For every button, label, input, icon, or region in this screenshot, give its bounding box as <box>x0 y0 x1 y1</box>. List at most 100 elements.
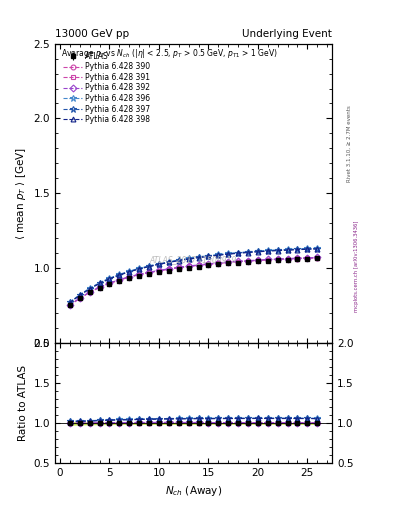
Pythia 6.428 391 <box>137 271 141 278</box>
Pythia 6.428 397 <box>127 268 132 274</box>
Pythia 6.428 396 <box>206 252 211 259</box>
Line: Pythia 6.428 391: Pythia 6.428 391 <box>68 255 320 307</box>
Pythia 6.428 390 <box>77 295 82 302</box>
Legend: ATLAS, Pythia 6.428 390, Pythia 6.428 391, Pythia 6.428 392, Pythia 6.428 396, P: ATLAS, Pythia 6.428 390, Pythia 6.428 39… <box>62 50 152 125</box>
Pythia 6.428 397 <box>97 280 102 286</box>
Pythia 6.428 397 <box>137 266 141 272</box>
Pythia 6.428 390 <box>137 272 141 278</box>
Pythia 6.428 392 <box>68 302 72 308</box>
Line: Pythia 6.428 390: Pythia 6.428 390 <box>68 255 320 308</box>
Pythia 6.428 392 <box>196 262 201 268</box>
Pythia 6.428 390 <box>295 255 300 262</box>
Pythia 6.428 391 <box>147 269 151 275</box>
Pythia 6.428 398 <box>295 247 300 253</box>
Pythia 6.428 398 <box>305 246 310 252</box>
Pythia 6.428 396 <box>305 245 310 251</box>
Pythia 6.428 390 <box>156 268 161 274</box>
Pythia 6.428 392 <box>305 254 310 261</box>
Pythia 6.428 391 <box>77 295 82 302</box>
Line: Pythia 6.428 392: Pythia 6.428 392 <box>68 255 320 307</box>
Pythia 6.428 390 <box>167 266 171 272</box>
Pythia 6.428 398 <box>246 249 250 255</box>
Pythia 6.428 396 <box>255 248 260 254</box>
Pythia 6.428 392 <box>275 256 280 262</box>
Pythia 6.428 398 <box>68 300 72 306</box>
Pythia 6.428 398 <box>206 253 211 260</box>
Text: mcplots.cern.ch [arXiv:1306.3436]: mcplots.cern.ch [arXiv:1306.3436] <box>354 221 359 312</box>
Pythia 6.428 392 <box>216 260 220 266</box>
Pythia 6.428 396 <box>265 247 270 253</box>
Pythia 6.428 391 <box>285 256 290 262</box>
Pythia 6.428 398 <box>77 292 82 298</box>
Pythia 6.428 396 <box>186 255 191 262</box>
Pythia 6.428 398 <box>147 264 151 270</box>
Pythia 6.428 397 <box>167 259 171 265</box>
Pythia 6.428 398 <box>285 247 290 253</box>
Pythia 6.428 396 <box>137 265 141 271</box>
Pythia 6.428 390 <box>127 274 132 280</box>
Pythia 6.428 390 <box>305 255 310 261</box>
Pythia 6.428 390 <box>246 258 250 264</box>
Pythia 6.428 397 <box>315 246 320 252</box>
Pythia 6.428 391 <box>176 265 181 271</box>
Pythia 6.428 390 <box>117 277 122 283</box>
Pythia 6.428 391 <box>117 277 122 283</box>
Pythia 6.428 391 <box>167 266 171 272</box>
Pythia 6.428 391 <box>315 254 320 261</box>
Pythia 6.428 397 <box>246 249 250 255</box>
Pythia 6.428 398 <box>156 261 161 267</box>
Pythia 6.428 396 <box>147 263 151 269</box>
Pythia 6.428 392 <box>315 254 320 261</box>
X-axis label: $N_{ch}$ (Away): $N_{ch}$ (Away) <box>165 484 222 498</box>
Pythia 6.428 397 <box>275 247 280 253</box>
Pythia 6.428 398 <box>216 252 220 259</box>
Pythia 6.428 396 <box>226 250 231 257</box>
Line: Pythia 6.428 398: Pythia 6.428 398 <box>68 246 320 305</box>
Pythia 6.428 398 <box>315 246 320 252</box>
Pythia 6.428 397 <box>255 248 260 254</box>
Pythia 6.428 397 <box>186 256 191 262</box>
Pythia 6.428 390 <box>97 284 102 290</box>
Pythia 6.428 398 <box>265 248 270 254</box>
Pythia 6.428 397 <box>196 254 201 261</box>
Pythia 6.428 396 <box>216 251 220 258</box>
Pythia 6.428 391 <box>305 255 310 261</box>
Pythia 6.428 390 <box>186 263 191 269</box>
Text: ATLAS_2017_I1509919: ATLAS_2017_I1509919 <box>150 255 237 264</box>
Pythia 6.428 392 <box>295 255 300 261</box>
Pythia 6.428 391 <box>255 257 260 263</box>
Pythia 6.428 392 <box>265 257 270 263</box>
Pythia 6.428 390 <box>176 265 181 271</box>
Pythia 6.428 397 <box>285 247 290 253</box>
Pythia 6.428 391 <box>246 258 250 264</box>
Pythia 6.428 398 <box>196 254 201 261</box>
Pythia 6.428 390 <box>226 260 231 266</box>
Pythia 6.428 390 <box>275 257 280 263</box>
Pythia 6.428 396 <box>176 257 181 263</box>
Pythia 6.428 396 <box>68 299 72 305</box>
Pythia 6.428 391 <box>226 259 231 265</box>
Y-axis label: Ratio to ATLAS: Ratio to ATLAS <box>18 366 28 441</box>
Text: Underlying Event: Underlying Event <box>242 29 332 39</box>
Pythia 6.428 392 <box>127 273 132 280</box>
Pythia 6.428 396 <box>167 259 171 265</box>
Pythia 6.428 391 <box>216 260 220 266</box>
Pythia 6.428 396 <box>87 285 92 291</box>
Line: Pythia 6.428 397: Pythia 6.428 397 <box>66 245 321 306</box>
Pythia 6.428 390 <box>196 262 201 268</box>
Text: Average $p_T$ vs $N_{ch}$ ($|\eta|$ < 2.5, $p_T$ > 0.5 GeV, $p_{T1}$ > 1 GeV): Average $p_T$ vs $N_{ch}$ ($|\eta|$ < 2.… <box>61 47 277 59</box>
Pythia 6.428 391 <box>97 284 102 290</box>
Pythia 6.428 391 <box>295 255 300 262</box>
Pythia 6.428 392 <box>285 255 290 262</box>
Pythia 6.428 397 <box>68 300 72 306</box>
Pythia 6.428 397 <box>236 250 241 256</box>
Pythia 6.428 396 <box>196 254 201 260</box>
Pythia 6.428 397 <box>107 275 112 282</box>
Pythia 6.428 392 <box>137 271 141 278</box>
Pythia 6.428 398 <box>107 276 112 282</box>
Pythia 6.428 392 <box>117 276 122 283</box>
Pythia 6.428 391 <box>68 302 72 308</box>
Pythia 6.428 392 <box>97 284 102 290</box>
Pythia 6.428 398 <box>87 286 92 292</box>
Pythia 6.428 390 <box>255 258 260 264</box>
